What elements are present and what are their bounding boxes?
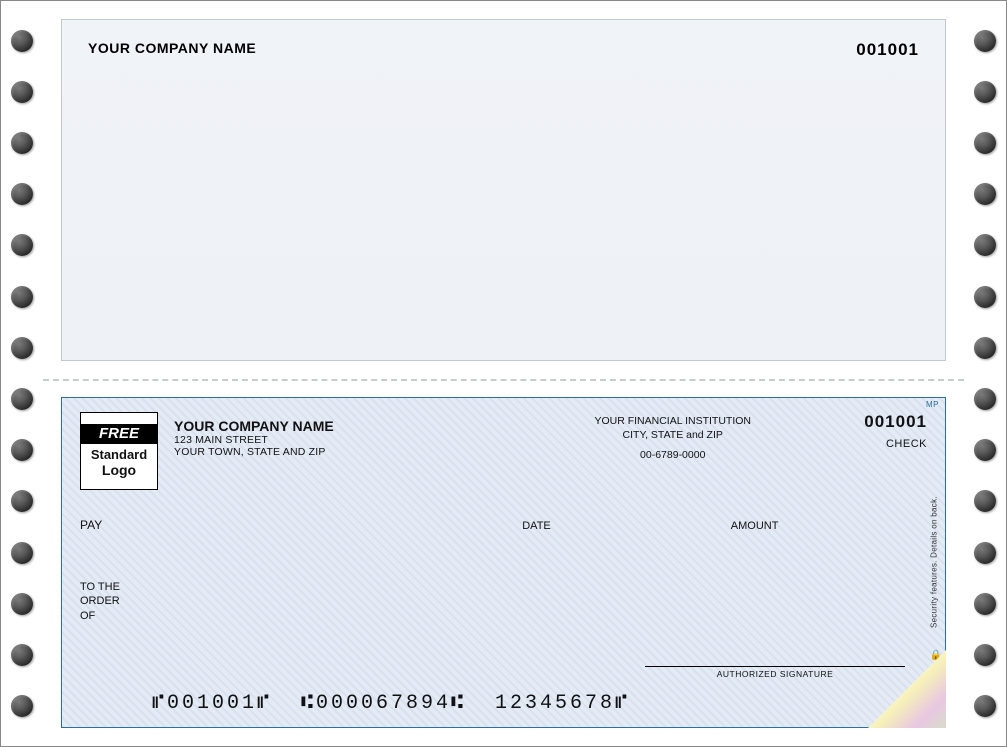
pay-date-amount-row: PAY DATE AMOUNT: [80, 518, 927, 532]
tractor-hole: [974, 695, 996, 717]
amount-label: AMOUNT: [731, 520, 779, 532]
perforation-line: [43, 379, 964, 381]
company-city-state-zip: YOUR TOWN, STATE AND ZIP: [174, 446, 334, 458]
tractor-hole: [11, 81, 33, 103]
tractor-holes-left: [1, 1, 43, 746]
tractor-hole: [974, 234, 996, 256]
tractor-holes-right: [964, 1, 1006, 746]
form-content: YOUR COMPANY NAME 001001 MP FREE Standar…: [43, 1, 964, 746]
logo-line-logo: Logo: [102, 463, 136, 478]
micr-line: ⑈001001⑈ ⑆000067894⑆ 12345678⑈: [152, 692, 630, 715]
check-stub: YOUR COMPANY NAME 001001: [61, 19, 946, 361]
to-the-label: TO THE: [80, 580, 927, 594]
tractor-hole: [11, 593, 33, 615]
bank-block: YOUR FINANCIAL INSTITUTION CITY, STATE a…: [594, 414, 751, 463]
tractor-hole: [11, 286, 33, 308]
tractor-hole: [974, 30, 996, 52]
tractor-hole: [974, 286, 996, 308]
tractor-hole: [974, 132, 996, 154]
tractor-hole: [974, 388, 996, 410]
mp-mark: MP: [926, 400, 939, 409]
tractor-hole: [11, 30, 33, 52]
pay-label: PAY: [80, 518, 102, 532]
tractor-hole: [11, 337, 33, 359]
check-number: 001001: [807, 412, 927, 432]
tractor-hole: [11, 183, 33, 205]
tractor-hole: [11, 542, 33, 564]
signature-line: AUTHORIZED SIGNATURE: [645, 666, 905, 679]
check-label: CHECK: [807, 438, 927, 450]
tractor-hole: [11, 132, 33, 154]
bank-name: YOUR FINANCIAL INSTITUTION: [594, 414, 751, 428]
logo-placeholder: FREE Standard Logo: [80, 412, 158, 490]
of-label: OF: [80, 609, 927, 623]
tractor-hole: [974, 439, 996, 461]
tractor-hole: [11, 439, 33, 461]
stub-check-number: 001001: [856, 40, 919, 60]
date-label: DATE: [522, 520, 551, 532]
company-street: 123 MAIN STREET: [174, 434, 334, 446]
tractor-hole: [974, 81, 996, 103]
logo-line-standard: Standard: [91, 448, 147, 462]
check-number-block: 001001 CHECK: [807, 412, 927, 450]
tractor-hole: [11, 644, 33, 666]
continuous-form-page: YOUR COMPANY NAME 001001 MP FREE Standar…: [0, 0, 1007, 747]
authorized-signature-label: AUTHORIZED SIGNATURE: [717, 669, 834, 679]
company-address-block: YOUR COMPANY NAME 123 MAIN STREET YOUR T…: [174, 418, 334, 458]
company-name: YOUR COMPANY NAME: [174, 418, 334, 434]
tractor-hole: [11, 490, 33, 512]
stub-company-name: YOUR COMPANY NAME: [88, 40, 919, 56]
pay-to-order-block: TO THE ORDER OF: [80, 580, 927, 623]
check-body: MP FREE Standard Logo YOUR COMPANY NAME …: [61, 397, 946, 728]
tractor-hole: [974, 542, 996, 564]
bank-city-state-zip: CITY, STATE and ZIP: [594, 428, 751, 442]
bank-routing-display: 00-6789-0000: [594, 448, 751, 462]
logo-line-free: FREE: [81, 424, 157, 445]
tractor-hole: [974, 183, 996, 205]
tractor-hole: [11, 234, 33, 256]
check-header-row: FREE Standard Logo YOUR COMPANY NAME 123…: [80, 412, 927, 490]
tractor-hole: [11, 388, 33, 410]
page-curl-corner: [868, 650, 946, 728]
tractor-hole: [11, 695, 33, 717]
tractor-hole: [974, 593, 996, 615]
tractor-hole: [974, 337, 996, 359]
tractor-hole: [974, 644, 996, 666]
order-label: ORDER: [80, 594, 927, 608]
tractor-hole: [974, 490, 996, 512]
